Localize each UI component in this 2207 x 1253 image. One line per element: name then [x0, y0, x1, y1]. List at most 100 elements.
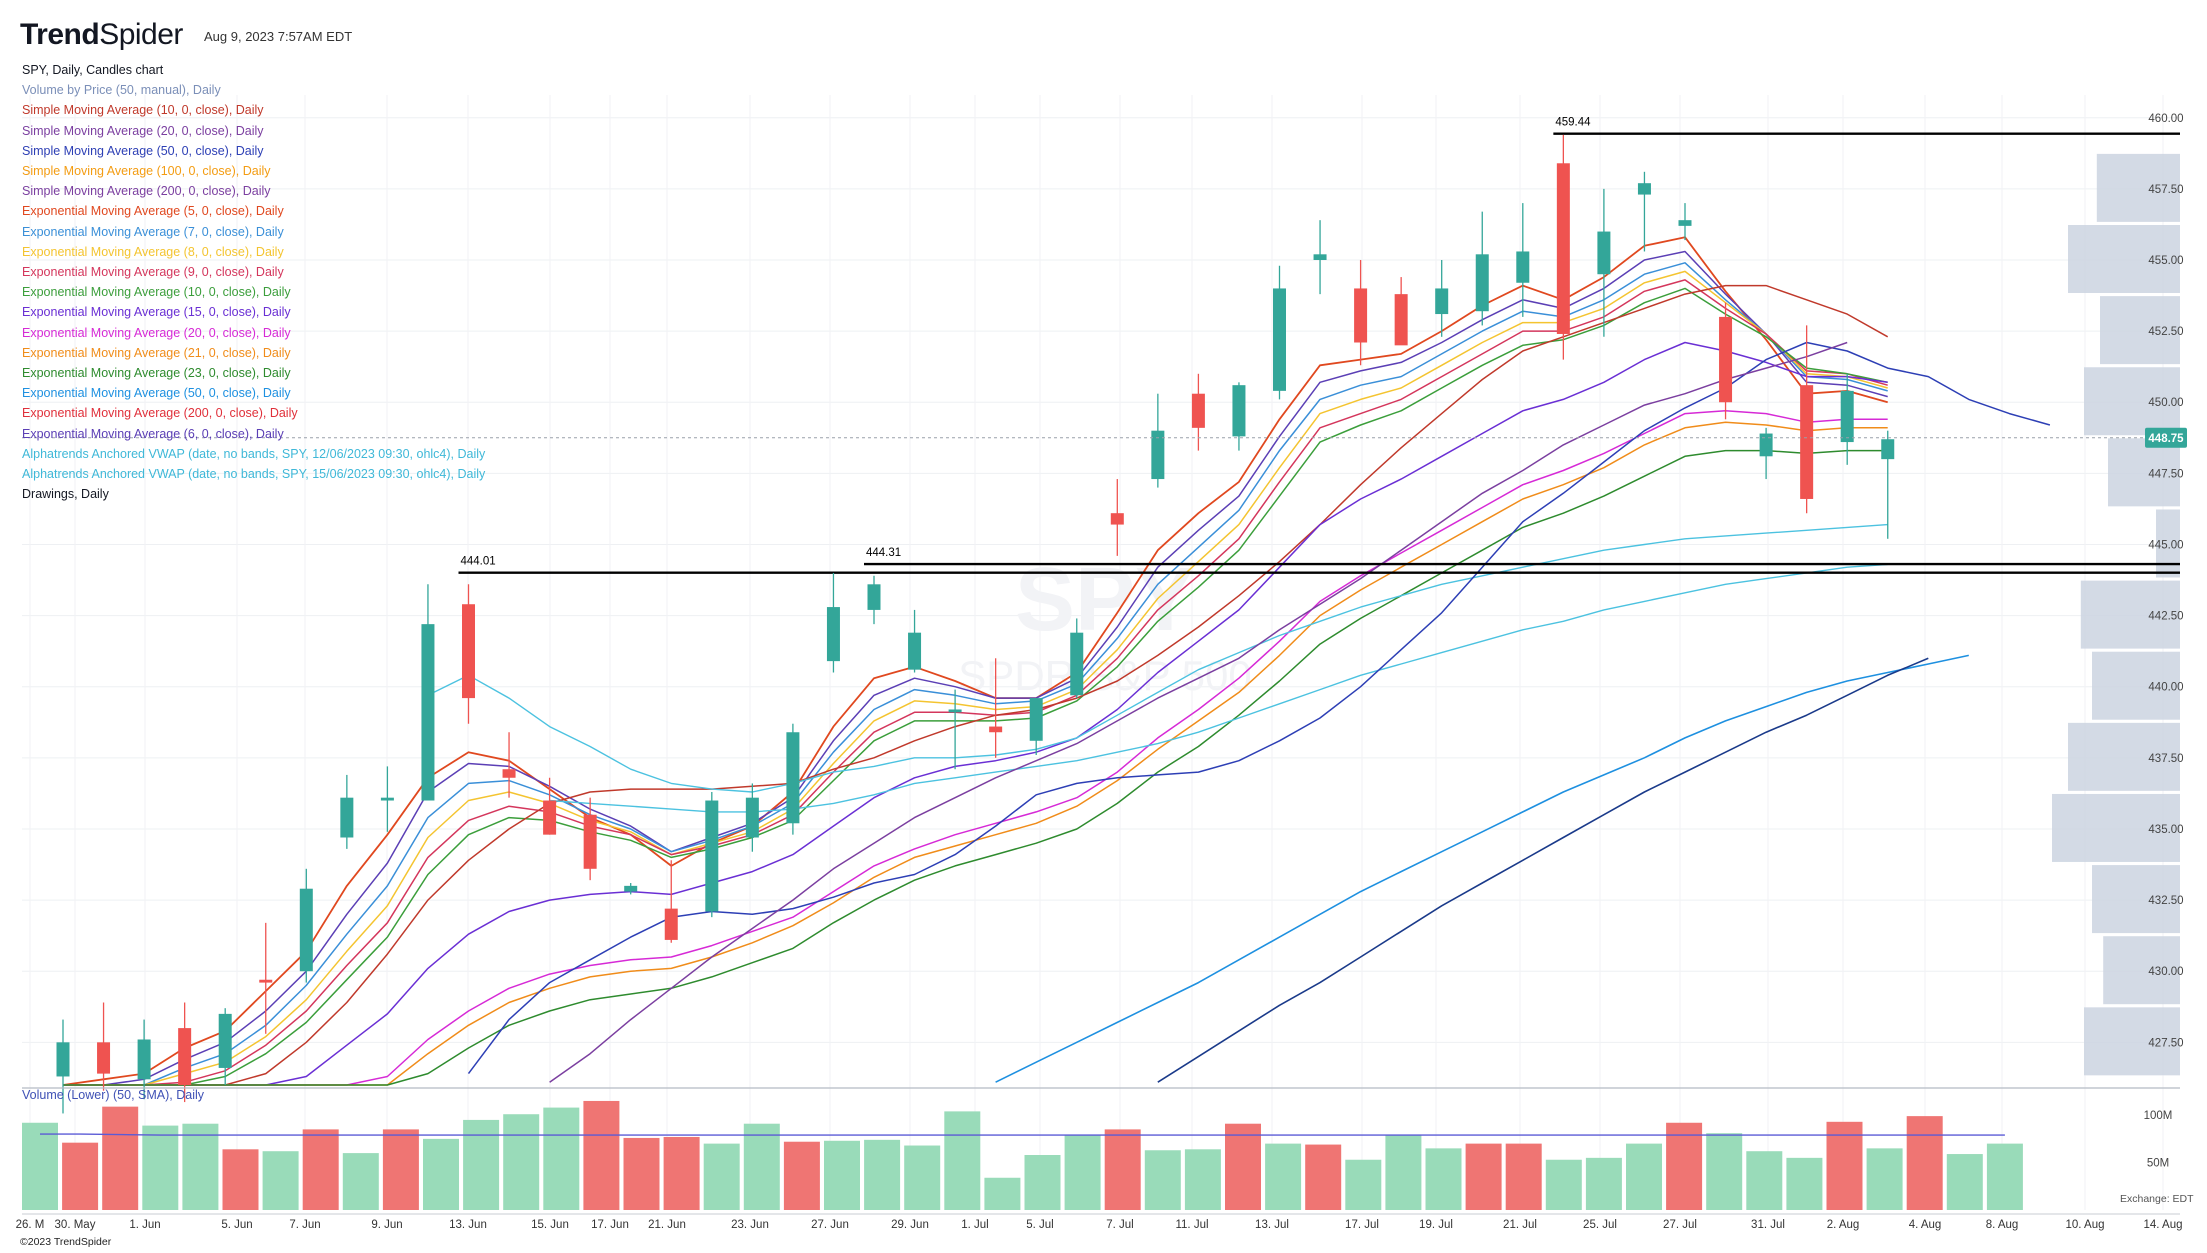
timestamp: Aug 9, 2023 7:57AM EDT: [204, 29, 353, 44]
legend-item[interactable]: Alphatrends Anchored VWAP (date, no band…: [22, 467, 486, 482]
candle-body: [178, 1028, 192, 1085]
legend-item[interactable]: Exponential Moving Average (6, 0, close)…: [22, 426, 284, 441]
legend-item[interactable]: Simple Moving Average (10, 0, close), Da…: [22, 103, 264, 118]
legend-item[interactable]: Exponential Moving Average (23, 0, close…: [22, 366, 291, 381]
candle-body: [1800, 385, 1814, 499]
last-price-badge: [2145, 427, 2187, 448]
volume-bar: [1265, 1143, 1302, 1210]
legend-item[interactable]: Exponential Moving Average (10, 0, close…: [22, 285, 291, 300]
legend-item[interactable]: Simple Moving Average (200, 0, close), D…: [22, 184, 271, 199]
vbp-bar: [2092, 651, 2180, 720]
volume-bar: [1144, 1150, 1181, 1210]
x-tick-label: 1. Jul: [961, 1219, 989, 1231]
volume-tick-label: 50M: [2147, 1158, 2169, 1170]
legend-item[interactable]: Exponential Moving Average (7, 0, close)…: [22, 224, 284, 239]
x-tick-label: 15. Jun: [531, 1219, 569, 1231]
candle-body: [1881, 439, 1895, 460]
x-tick-label: 4. Aug: [1909, 1219, 1942, 1231]
watermark-symbol: SPY: [1015, 550, 1195, 650]
line-ema-15: [63, 341, 1888, 1086]
candle-body: [137, 1039, 151, 1080]
volume-bar: [22, 1122, 58, 1210]
x-tick-label: 5. Jul: [1026, 1219, 1054, 1231]
volume-bar: [1826, 1121, 1863, 1210]
candle-body: [1232, 385, 1246, 437]
volume-bar: [623, 1137, 660, 1210]
legend-item[interactable]: Simple Moving Average (50, 0, close), Da…: [22, 143, 264, 158]
legend-item[interactable]: Exponential Moving Average (8, 0, close)…: [22, 244, 284, 259]
legend-item[interactable]: Simple Moving Average (20, 0, close), Da…: [22, 123, 264, 138]
x-tick-label: 30. May: [55, 1219, 96, 1231]
volume-bar: [1746, 1151, 1783, 1210]
candle-body: [1313, 254, 1327, 260]
horizontal-levels: 444.01 444.31 459.44: [458, 117, 2180, 574]
x-tick-label: 13. Jul: [1255, 1219, 1289, 1231]
volume-bar: [503, 1114, 540, 1210]
candle-body: [1840, 390, 1854, 443]
x-tick-label: 19. Jul: [1419, 1219, 1453, 1231]
candle-body: [1354, 288, 1368, 343]
y-tick-label: 460.00: [2148, 113, 2183, 125]
legend-item[interactable]: Volume by Price (50, manual), Daily: [22, 83, 221, 98]
candle-body: [1597, 231, 1611, 275]
volume-bar: [1345, 1159, 1382, 1210]
brand-main: Trend: [20, 18, 100, 51]
legend-item[interactable]: Exponential Moving Average (15, 0, close…: [22, 305, 291, 320]
legend-item[interactable]: Exponential Moving Average (20, 0, close…: [22, 325, 291, 340]
x-tick-label: 10. Aug: [2065, 1219, 2104, 1231]
legend-item[interactable]: SPY, Daily, Candles chart: [22, 63, 164, 77]
line-vwap-12-06: [427, 523, 1888, 793]
legend-item[interactable]: Exponential Moving Average (21, 0, close…: [22, 345, 291, 360]
indicator-lines: [62, 236, 2051, 1086]
volume-panel-title: Volume (Lower) (50, SMA), Daily: [22, 1088, 205, 1102]
line-ema-9: [63, 279, 1888, 1086]
volume-bar: [984, 1177, 1021, 1210]
candle-body: [1719, 316, 1733, 403]
legend-item[interactable]: Exponential Moving Average (200, 0, clos…: [22, 406, 298, 421]
legend-item[interactable]: Drawings, Daily: [22, 487, 109, 502]
grid: [22, 95, 2180, 1210]
candle-body: [462, 604, 475, 699]
last-price-label: 448.75: [2148, 433, 2184, 445]
brand-light: Spider: [99, 18, 183, 51]
legend-item[interactable]: Exponential Moving Average (9, 0, close)…: [22, 265, 284, 280]
x-tick-label: 5. Jun: [221, 1219, 252, 1231]
y-tick-label: 427.50: [2148, 1037, 2183, 1049]
line-sma-100: [1157, 657, 1929, 1083]
legend-item[interactable]: Alphatrends Anchored VWAP (date, no band…: [22, 446, 486, 461]
legend-item[interactable]: Exponential Moving Average (50, 0, close…: [22, 386, 291, 401]
x-tick-label: 21. Jul: [1503, 1219, 1537, 1231]
line-ema-23: [63, 449, 1888, 1086]
volume-bar: [1465, 1143, 1502, 1210]
candle-body: [1110, 513, 1124, 525]
candle-body: [502, 769, 516, 778]
vbp-bar: [2084, 1007, 2180, 1076]
y-tick-label: 447.50: [2148, 468, 2183, 480]
candle-body: [1637, 183, 1651, 195]
level-label: 444.01: [461, 556, 496, 568]
volume-bar: [703, 1143, 740, 1210]
vbp-bar: [2092, 865, 2180, 934]
y-tick-label: 440.00: [2148, 682, 2183, 694]
candle-body: [56, 1042, 70, 1077]
y-axis: 427.50 430.00 432.50 435.00 437.50 440.00 442.…: [2148, 113, 2183, 1050]
volume-bar: [1585, 1157, 1622, 1210]
vbp-bar: [2068, 225, 2180, 293]
vbp-bar: [2068, 722, 2180, 791]
x-tick-label: 26. M: [16, 1219, 45, 1231]
volume-bar: [342, 1153, 379, 1210]
volume-bar: [1064, 1135, 1101, 1210]
volume-bar: [62, 1142, 99, 1210]
volume-bar: [1626, 1143, 1662, 1210]
legend-item[interactable]: Exponential Moving Average (5, 0, close)…: [22, 204, 284, 219]
volume-bar: [783, 1141, 820, 1210]
candle-body: [948, 709, 962, 713]
x-tick-label: 21. Jun: [648, 1219, 686, 1231]
volume-bar: [1305, 1144, 1342, 1210]
volume-bar: [1666, 1122, 1703, 1210]
legend-item[interactable]: Simple Moving Average (100, 0, close), D…: [22, 164, 271, 179]
candle-body: [705, 800, 719, 912]
volume-bar: [904, 1145, 941, 1210]
volume-bar: [944, 1111, 981, 1210]
y-tick-label: 455.00: [2148, 255, 2183, 267]
